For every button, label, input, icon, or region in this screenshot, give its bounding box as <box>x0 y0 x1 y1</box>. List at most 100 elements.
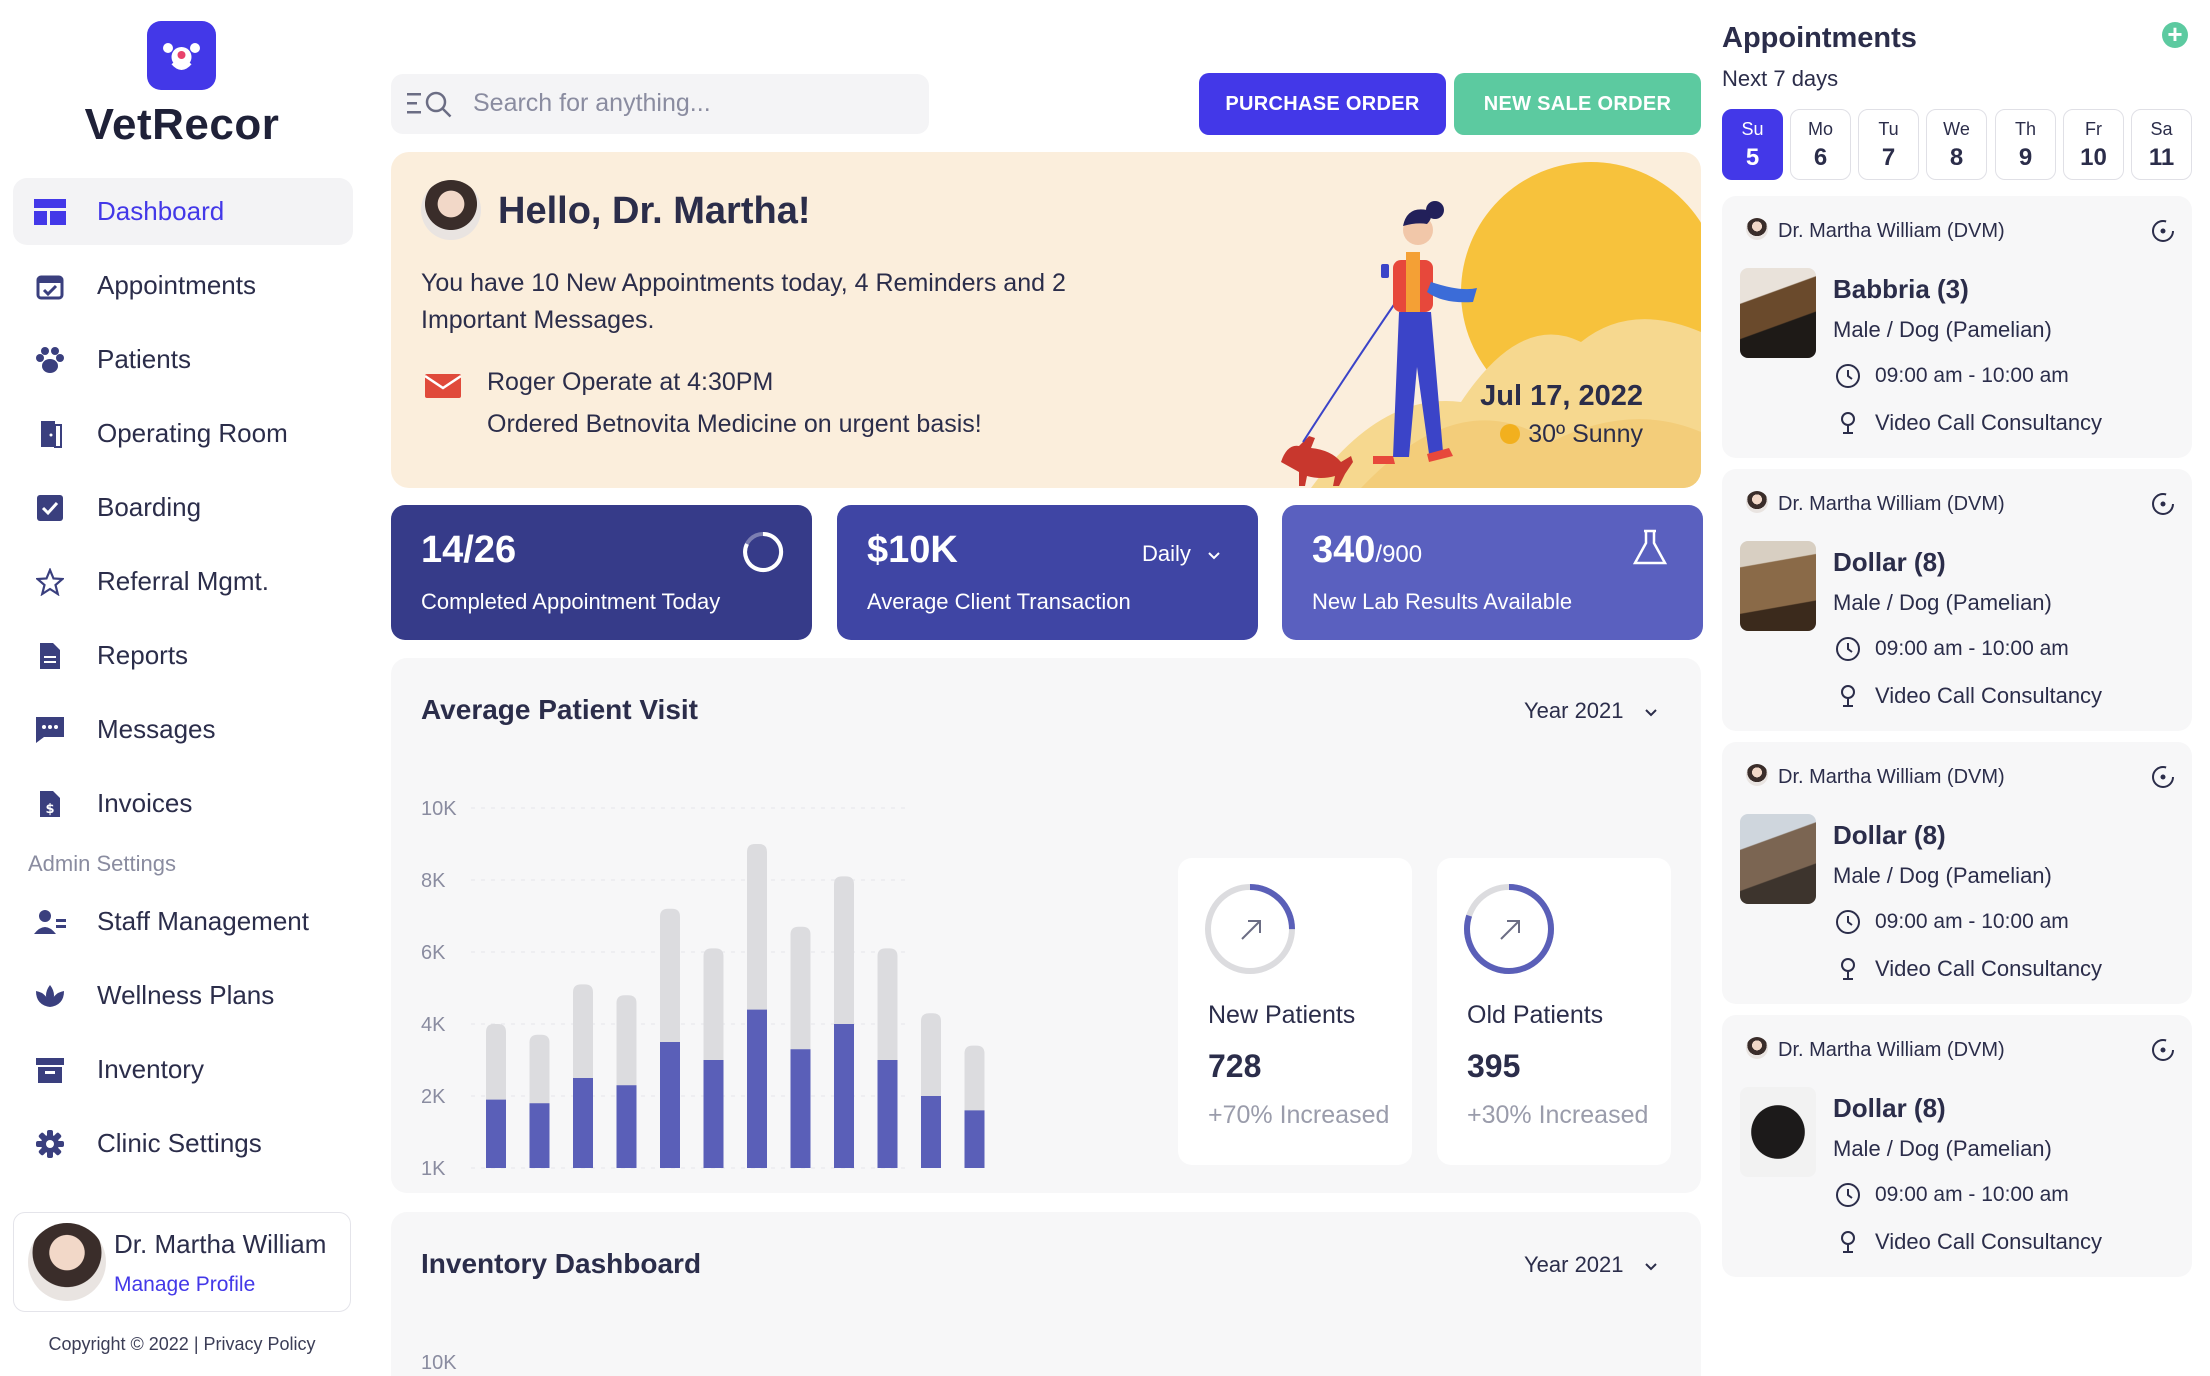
paw-icon <box>33 343 67 377</box>
manage-profile-link[interactable]: Manage Profile <box>114 1273 256 1296</box>
sidebar-item-invoices[interactable]: $ Invoices <box>13 770 353 837</box>
day-name: Sa <box>2150 119 2173 139</box>
sidebar-item-label: Invoices <box>97 788 193 818</box>
bar-value[interactable] <box>529 1103 550 1168</box>
admin-settings-title: Admin Settings <box>28 851 176 876</box>
avatar <box>28 1223 106 1301</box>
profile-card[interactable]: Dr. Martha William Manage Profile <box>13 1212 351 1312</box>
stat-card-appointments[interactable]: 14/26 Completed Appointment Today <box>391 505 812 640</box>
appointment-card[interactable]: Dr. Martha William (DVM) Babbria (3) Mal… <box>1722 196 2192 458</box>
mini-value: 728 <box>1208 1048 1262 1084</box>
search-input[interactable]: Search for anything... <box>473 89 711 117</box>
day-sa[interactable]: Sa 11 <box>2131 109 2192 180</box>
bar-value[interactable] <box>790 1049 811 1168</box>
day-su[interactable]: Su 5 <box>1722 109 1783 180</box>
appointment-time: 09:00 am - 10:00 am <box>1875 637 2069 660</box>
dashboard-icon <box>33 195 67 229</box>
sidebar-item-clinic-settings[interactable]: Clinic Settings <box>13 1110 353 1177</box>
sidebar-item-boarding[interactable]: Boarding <box>13 474 353 541</box>
appointment-card[interactable]: Dr. Martha William (DVM) Dollar (8) Male… <box>1722 1015 2192 1277</box>
refresh-icon[interactable] <box>2150 491 2176 522</box>
sidebar-item-label: Boarding <box>97 492 202 522</box>
sidebar-item-messages[interactable]: Messages <box>13 696 353 763</box>
stat-label: Completed Appointment Today <box>421 589 721 614</box>
bar-value[interactable] <box>486 1099 506 1168</box>
y-tick-label: 10K <box>421 798 457 820</box>
purchase-order-button[interactable]: PURCHASE ORDER <box>1199 73 1446 135</box>
clock-icon <box>1834 635 1862 663</box>
appointment-card[interactable]: Dr. Martha William (DVM) Dollar (8) Male… <box>1722 469 2192 731</box>
banner-illustration <box>1281 162 1701 488</box>
consultancy-type: Video Call Consultancy <box>1875 956 2103 981</box>
bar-value[interactable] <box>703 1060 724 1168</box>
plus-icon: + <box>2167 19 2183 49</box>
consultancy-type: Video Call Consultancy <box>1875 1229 2103 1254</box>
day-fr[interactable]: Fr 10 <box>2063 109 2124 180</box>
day-tu[interactable]: Tu 7 <box>1858 109 1919 180</box>
consultancy-type: Video Call Consultancy <box>1875 410 2103 435</box>
sidebar-item-label: Inventory <box>97 1054 204 1084</box>
reminder-line-1: Roger Operate at 4:30PM <box>487 368 774 396</box>
sidebar-item-operating-room[interactable]: Operating Room <box>13 400 353 467</box>
stat-card-transaction[interactable]: $10K Average Client Transaction Daily <box>837 505 1258 640</box>
pet-photo <box>1740 541 1816 631</box>
avatar <box>1746 764 1768 786</box>
sidebar-item-staff[interactable]: Staff Management <box>13 888 353 955</box>
day-th[interactable]: Th 9 <box>1995 109 2056 180</box>
mini-value: 395 <box>1467 1048 1521 1084</box>
day-mo[interactable]: Mo 6 <box>1790 109 1851 180</box>
y-tick-label: 4K <box>421 1014 446 1036</box>
search-bar[interactable]: Search for anything... <box>391 74 929 134</box>
sidebar-item-label: Dashboard <box>97 196 225 226</box>
app-logo[interactable] <box>147 21 216 90</box>
year-dropdown[interactable]: Year 2021 <box>1524 698 1658 724</box>
year-dropdown[interactable]: Year 2021 <box>1524 1252 1658 1278</box>
doctor-name: Dr. Martha William (DVM) <box>1778 1039 2005 1061</box>
sidebar-item-referral[interactable]: Referral Mgmt. <box>13 548 353 615</box>
sidebar-item-appointments[interactable]: Appointments <box>13 252 353 319</box>
refresh-icon[interactable] <box>2150 764 2176 795</box>
bar-value[interactable] <box>660 1042 680 1168</box>
bar-value[interactable] <box>964 1110 985 1168</box>
sidebar-item-inventory[interactable]: Inventory <box>13 1036 353 1103</box>
day-num: 10 <box>2080 144 2107 171</box>
mini-sub: +70% Increased <box>1208 1101 1390 1129</box>
sidebar-item-label: Staff Management <box>97 906 309 936</box>
y-tick-label: 8K <box>421 870 446 892</box>
add-appointment-button[interactable]: + <box>2162 19 2188 49</box>
brand-name: VetRecor <box>84 100 280 149</box>
sidebar-item-reports[interactable]: Reports <box>13 622 353 689</box>
new-patients-card[interactable]: New Patients 728 +70% Increased <box>1178 858 1412 1165</box>
stat-card-lab-results[interactable]: 340/900 New Lab Results Available <box>1282 505 1703 640</box>
day-num: 6 <box>1813 144 1828 171</box>
chevron-down-icon <box>1644 698 1658 723</box>
chat-icon <box>33 713 67 747</box>
period-dropdown[interactable]: Daily <box>1142 541 1221 567</box>
day-we[interactable]: We 8 <box>1926 109 1987 180</box>
bar-value[interactable] <box>573 1078 593 1168</box>
sidebar-item-wellness[interactable]: Wellness Plans <box>13 962 353 1029</box>
staff-icon <box>33 905 67 939</box>
arrow-up-right-icon <box>1241 920 1261 940</box>
bar-value[interactable] <box>747 1009 767 1168</box>
pet-breed: Male / Dog (Pamelian) <box>1833 1136 2052 1161</box>
bar-value[interactable] <box>921 1096 941 1168</box>
bar-value[interactable] <box>877 1060 898 1168</box>
day-num: 9 <box>2018 144 2033 171</box>
appointments-title: Appointments <box>1722 22 1917 54</box>
stat-value: 340/900 <box>1312 529 1422 572</box>
new-sale-order-button[interactable]: NEW SALE ORDER <box>1454 73 1701 135</box>
mini-label: New Patients <box>1208 1001 1356 1029</box>
appointment-card[interactable]: Dr. Martha William (DVM) Dollar (8) Male… <box>1722 742 2192 1004</box>
lab-total: /900 <box>1375 541 1423 568</box>
sidebar-item-dashboard[interactable]: Dashboard <box>13 178 353 245</box>
sidebar-item-patients[interactable]: Patients <box>13 326 353 393</box>
bar-value[interactable] <box>616 1085 637 1168</box>
refresh-icon[interactable] <box>2150 1037 2176 1068</box>
day-name: Fr <box>2085 119 2102 139</box>
sidebar-item-label: Referral Mgmt. <box>97 566 269 596</box>
period-label: Daily <box>1142 541 1191 566</box>
old-patients-card[interactable]: Old Patients 395 +30% Increased <box>1437 858 1671 1165</box>
bar-value[interactable] <box>834 1024 854 1168</box>
refresh-icon[interactable] <box>2150 218 2176 249</box>
